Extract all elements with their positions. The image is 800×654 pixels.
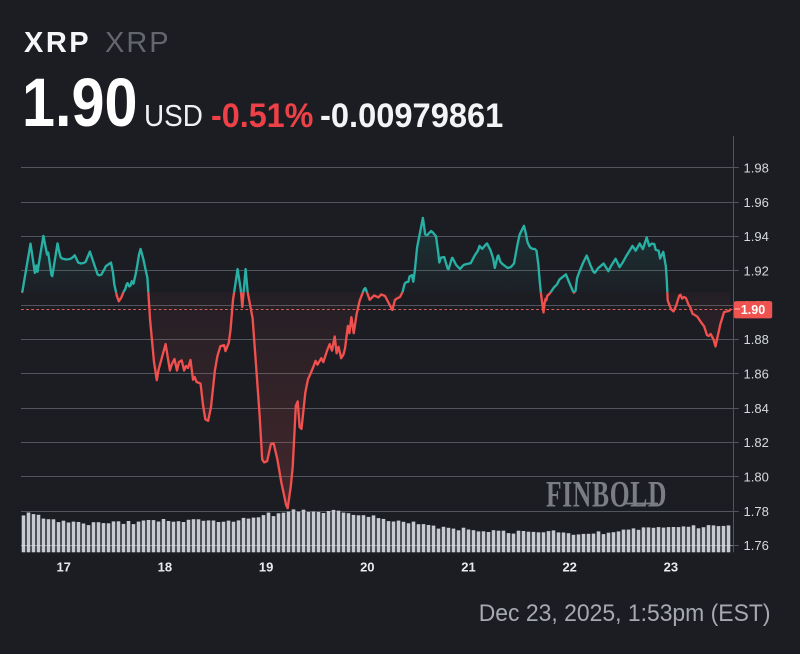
svg-text:1.94: 1.94 [744, 229, 769, 244]
svg-text:19: 19 [259, 559, 273, 574]
svg-text:22: 22 [562, 559, 576, 574]
svg-text:17: 17 [56, 559, 70, 574]
svg-text:18: 18 [158, 559, 172, 574]
svg-text:1.88: 1.88 [744, 332, 769, 347]
svg-text:23: 23 [664, 559, 678, 574]
svg-text:1.92: 1.92 [744, 264, 769, 279]
svg-text:1.76: 1.76 [744, 538, 769, 553]
svg-text:1.86: 1.86 [744, 367, 769, 382]
svg-text:1.96: 1.96 [744, 195, 769, 210]
svg-text:1.80: 1.80 [744, 470, 769, 485]
svg-text:FINBOLD: FINBOLD [546, 474, 667, 515]
svg-text:20: 20 [360, 559, 374, 574]
svg-text:1.82: 1.82 [744, 435, 769, 450]
svg-text:21: 21 [461, 559, 475, 574]
svg-text:1.98: 1.98 [744, 161, 769, 176]
svg-text:1.90: 1.90 [741, 303, 765, 317]
svg-text:1.84: 1.84 [744, 401, 769, 416]
svg-text:1.78: 1.78 [744, 504, 769, 519]
